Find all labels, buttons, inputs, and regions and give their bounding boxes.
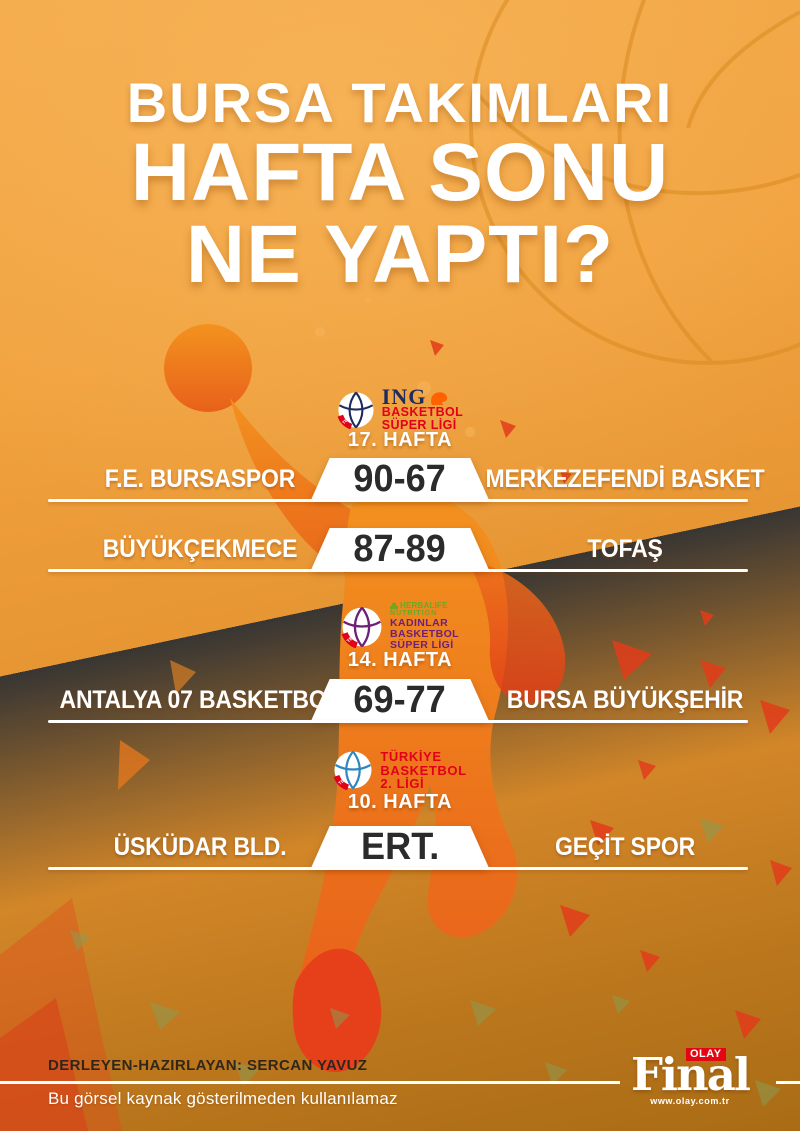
league-name-basketbol: BASKETBOL	[390, 628, 459, 640]
confetti-light	[315, 297, 544, 474]
league-brand-nutrition: NUTRITION	[390, 610, 438, 617]
league-name-basketbol: BASKETBOL	[381, 405, 464, 419]
footer-line	[0, 1081, 620, 1084]
league-name-super-ligi: SÜPER LİGİ	[381, 418, 457, 432]
league-brand-herbalife: HERBALIFE	[400, 601, 448, 610]
home-team: ANTALYA 07 BASKETBOL	[59, 686, 341, 714]
week-label-3: 10. HAFTA	[347, 791, 453, 813]
basketball-icon: TBF	[334, 751, 372, 791]
score-box: 87-89	[311, 528, 489, 570]
poster-title-line3: NE YAPTI?	[185, 209, 615, 300]
away-team: GEÇİT SPOR	[554, 833, 696, 861]
tbf-label: TBF	[346, 633, 357, 644]
league-name-turkiye: TÜRKİYE	[380, 749, 442, 764]
league-name-basketbol: BASKETBOL	[380, 762, 467, 778]
basketball-outline-icon	[469, 0, 800, 365]
poster-title-line2: HAFTA SONU	[130, 127, 670, 218]
olay-badge: OLAY	[686, 1048, 726, 1061]
week-label-2: 14. HAFTA	[347, 649, 453, 671]
poster-title-line1: BURSA TAKIMLARI	[126, 71, 674, 134]
score-box: 90-67	[311, 458, 489, 500]
ing-lion-icon	[431, 392, 448, 405]
league-name-super-ligi: SÜPER LİGİ	[390, 639, 454, 651]
away-team: TOFAŞ	[587, 535, 663, 563]
score: 90-67	[353, 457, 447, 500]
divider-line	[48, 720, 748, 723]
website-url: www.olay.com.tr	[650, 1096, 730, 1106]
away-team: MERKEZEFENDİ BASKET	[485, 465, 765, 493]
basketball-icon: TBF	[341, 606, 382, 648]
league-name-kadinlar: KADINLAR	[390, 617, 449, 629]
match-row-4: ÜSKÜDAR BLD. ERT. GEÇİT SPOR	[0, 826, 800, 870]
basketball-icon: TBF	[337, 391, 374, 429]
divider-line	[48, 867, 748, 870]
credit-text: DERLEYEN-HAZIRLAYAN: SERCAN YAVUZ	[48, 1057, 368, 1074]
match-row-3: ANTALYA 07 BASKETBOL 69-77 BURSA BÜYÜKŞE…	[0, 679, 800, 723]
divider-line	[48, 569, 748, 572]
olay-final-logo: OLAY Final www.olay.com.tr	[626, 1048, 754, 1106]
confetti-olive	[70, 818, 781, 1107]
tbf-label: TBF	[338, 776, 348, 786]
away-team: BURSA BÜYÜKŞEHİR	[506, 686, 744, 714]
score: 87-89	[353, 527, 447, 570]
league-badge-kadinlar: TBF HERBALIFE NUTRITION KADINLAR BASKETB…	[0, 602, 800, 651]
score: ERT.	[360, 825, 440, 868]
league-name-ing: ING	[381, 384, 427, 409]
footer-dash	[776, 1081, 800, 1084]
home-team: F.E. BURSASPOR	[104, 465, 296, 493]
disclaimer-text: Bu görsel kaynak gösterilmeden kullanıla…	[48, 1089, 398, 1108]
confetti-red	[430, 340, 792, 1039]
tbf-label: TBF	[341, 416, 351, 426]
herbalife-leaf-icon	[390, 602, 399, 610]
league-badge-ing: TBF ING BASKETBOL SÜPER LİGİ	[0, 384, 800, 432]
match-row-2: BÜYÜKÇEKMECE 87-89 TOFAŞ	[0, 528, 800, 572]
home-team: ÜSKÜDAR BLD.	[113, 833, 287, 861]
match-row-1: F.E. BURSASPOR 90-67 MERKEZEFENDİ BASKET	[0, 458, 800, 502]
league-name-2-ligi: 2. LİGİ	[380, 776, 425, 791]
week-label-1: 17. HAFTA	[347, 429, 453, 451]
league-badge-tb2l: TBF TÜRKİYE BASKETBOL 2. LİGİ	[0, 750, 800, 791]
score-box: ERT.	[311, 826, 489, 868]
home-team: BÜYÜKÇEKMECE	[102, 535, 298, 563]
score-box: 69-77	[311, 679, 489, 721]
score: 69-77	[353, 678, 447, 721]
divider-line	[48, 499, 748, 502]
